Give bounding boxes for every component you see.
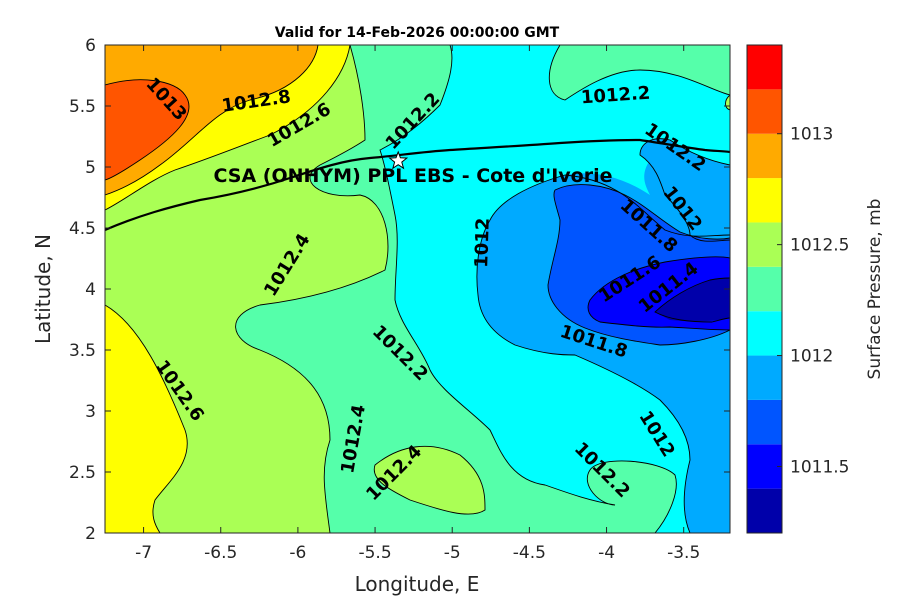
colorbar-tick-label: 1013 xyxy=(790,125,833,145)
y-axis: 2 2.5 3 3.5 4 4.5 5 5.5 6 xyxy=(69,36,730,544)
colorbar: 1011.5 1012 1012.5 1013 xyxy=(746,44,849,534)
x-tick-label: -3.5 xyxy=(667,543,700,563)
colorbar-segment xyxy=(747,311,782,356)
contour-fills xyxy=(105,45,730,533)
coastline xyxy=(105,138,730,232)
fill-level-1011.2 xyxy=(655,278,730,322)
y-tick-label: 4.5 xyxy=(69,219,96,239)
contour-line-1012.4-island xyxy=(373,445,486,515)
contour-line-1012.6 xyxy=(105,45,351,211)
colorbar-tick-label: 1012 xyxy=(790,347,833,367)
site-marker: CSA (ONHYM) PPL EBS - Cote d'Ivorie xyxy=(213,150,613,187)
colorbar-label: Surface Pressure, mb xyxy=(865,199,885,380)
fill-level-1013 xyxy=(105,79,189,180)
x-tick-label: -5.5 xyxy=(358,543,391,563)
y-tick-label: 4 xyxy=(85,280,96,300)
colorbar-frame xyxy=(746,44,783,534)
colorbar-segment xyxy=(747,133,782,179)
y-tick-label: 3 xyxy=(85,402,96,422)
x-tick-label: -7 xyxy=(135,543,152,563)
y-tick-label: 5.5 xyxy=(69,97,96,117)
colorbar-segment xyxy=(747,178,782,223)
x-tick-label: -5 xyxy=(444,543,461,563)
fill-level-1012.6-south xyxy=(105,305,188,533)
site-label: CSA (ONHYM) PPL EBS - Cote d'Ivorie xyxy=(213,165,612,187)
fill-level-1012.4-island xyxy=(374,446,485,515)
x-axis-label: Longitude, E xyxy=(355,572,480,596)
colorbar-segment xyxy=(747,266,782,312)
y-tick-label: 3.5 xyxy=(69,341,96,361)
x-axis: -7 -6.5 -6 -5.5 -5 -4.5 -4 -3.5 xyxy=(135,45,700,563)
contour-line-1011.4 xyxy=(654,277,730,323)
contour-line-1012.8 xyxy=(105,45,319,196)
contour-line-1013 xyxy=(105,79,190,181)
colorbar-segment xyxy=(747,89,782,134)
contour-line-1012.4-edge xyxy=(725,94,730,111)
contour-line-1012 xyxy=(476,174,730,533)
colorbar-tick-label: 1011.5 xyxy=(790,457,849,477)
fill-level-1012-north xyxy=(450,45,560,80)
colorbar-segment xyxy=(747,399,782,445)
y-tick-label: 6 xyxy=(85,36,96,56)
colorbar-segment xyxy=(747,45,782,90)
x-tick-label: -4 xyxy=(598,543,615,563)
x-tick-label: -4.5 xyxy=(513,543,546,563)
chart-title: Valid for 14-Feb-2026 00:00:00 GMT xyxy=(275,25,560,41)
contour-line-1011.8 xyxy=(547,184,730,346)
fill-level-1012.2-north xyxy=(549,45,730,100)
colorbar-segment xyxy=(747,355,782,400)
contour-label: 1012 xyxy=(471,217,494,268)
contour-line-1012.4 xyxy=(235,45,389,533)
contour-line-1012.6-south xyxy=(105,304,188,533)
star-icon xyxy=(388,150,409,170)
x-tick-label: -6.5 xyxy=(204,543,237,563)
colorbar-segment xyxy=(747,488,782,533)
colorbar-segment xyxy=(747,444,782,489)
contour-line-1012.2-north xyxy=(548,45,730,101)
x-tick-label: -6 xyxy=(289,543,306,563)
y-tick-label: 2.5 xyxy=(69,463,96,483)
contour-line-1012.2 xyxy=(379,45,677,533)
contour-label: 1012.2 xyxy=(580,83,651,109)
y-tick-label: 5 xyxy=(85,158,96,178)
y-tick-label: 2 xyxy=(85,524,96,544)
y-axis-label: Latitude, N xyxy=(31,234,55,344)
colorbar-tick-label: 1012.5 xyxy=(790,236,849,256)
contour-line-1011.6 xyxy=(587,256,730,331)
colorbar-segment xyxy=(747,222,782,267)
